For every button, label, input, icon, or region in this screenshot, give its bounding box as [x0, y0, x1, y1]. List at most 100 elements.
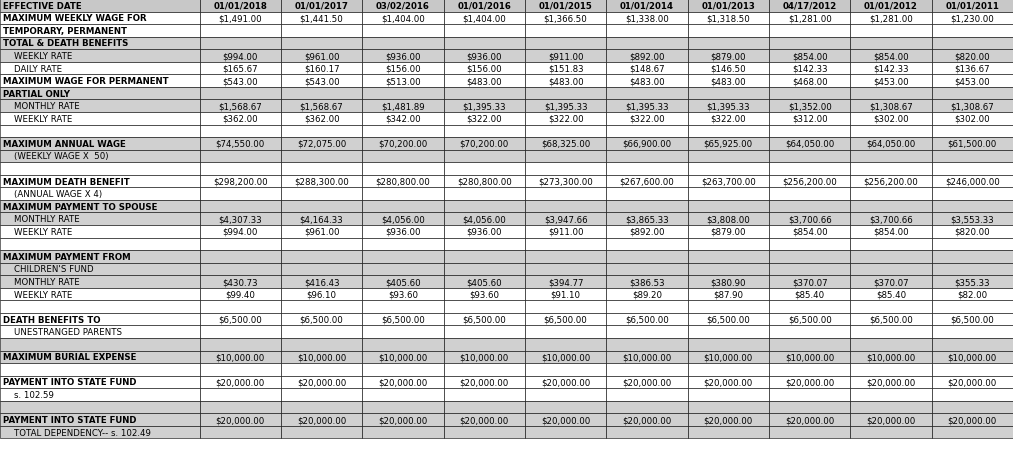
Bar	[200, 138, 281, 150]
Bar	[769, 238, 850, 251]
Bar	[850, 288, 932, 301]
Bar	[688, 163, 769, 175]
Text: $380.90: $380.90	[710, 277, 746, 286]
Bar	[850, 313, 932, 326]
Bar	[606, 388, 688, 401]
Bar	[769, 263, 850, 276]
Text: $468.00: $468.00	[792, 77, 828, 86]
Text: $6,500.00: $6,500.00	[300, 315, 343, 324]
Bar	[0, 301, 200, 313]
Bar	[200, 175, 281, 188]
Text: $20,000.00: $20,000.00	[622, 415, 672, 424]
Text: PAYMENT INTO STATE FUND: PAYMENT INTO STATE FUND	[3, 377, 137, 387]
Bar	[525, 388, 606, 401]
Text: $1,308.67: $1,308.67	[950, 102, 994, 111]
Bar	[0, 175, 200, 188]
Bar	[444, 50, 525, 63]
Bar	[850, 87, 932, 100]
Bar	[688, 200, 769, 213]
Bar	[850, 200, 932, 213]
Bar	[525, 338, 606, 351]
Bar	[606, 87, 688, 100]
Bar	[363, 25, 444, 37]
Text: $3,808.00: $3,808.00	[706, 215, 751, 224]
Bar	[444, 200, 525, 213]
Text: $302.00: $302.00	[873, 115, 909, 124]
Bar	[363, 251, 444, 263]
Text: $936.00: $936.00	[467, 227, 502, 236]
Bar	[688, 313, 769, 326]
Bar	[525, 37, 606, 50]
Bar	[688, 50, 769, 63]
Bar	[932, 251, 1013, 263]
Bar	[363, 288, 444, 301]
Bar	[688, 175, 769, 188]
Bar	[769, 213, 850, 226]
Text: $20,000.00: $20,000.00	[216, 377, 264, 387]
Bar	[525, 188, 606, 200]
Text: $93.60: $93.60	[469, 290, 499, 299]
Bar	[525, 251, 606, 263]
Bar	[688, 100, 769, 113]
Text: $93.60: $93.60	[388, 290, 418, 299]
Bar	[200, 0, 281, 13]
Bar	[769, 288, 850, 301]
Bar	[444, 313, 525, 326]
Bar	[363, 388, 444, 401]
Text: $280,800.00: $280,800.00	[376, 177, 431, 186]
Bar	[200, 37, 281, 50]
Bar	[200, 426, 281, 438]
Bar	[688, 37, 769, 50]
Text: $10,000.00: $10,000.00	[541, 353, 591, 362]
Bar	[932, 175, 1013, 188]
Bar	[281, 100, 363, 113]
Bar	[850, 125, 932, 138]
Bar	[525, 63, 606, 75]
Bar	[688, 87, 769, 100]
Bar	[932, 37, 1013, 50]
Text: $20,000.00: $20,000.00	[704, 415, 753, 424]
Bar	[932, 351, 1013, 364]
Bar	[0, 338, 200, 351]
Bar	[688, 238, 769, 251]
Bar	[850, 426, 932, 438]
Bar	[444, 75, 525, 87]
Text: $1,281.00: $1,281.00	[869, 14, 913, 23]
Text: $1,481.89: $1,481.89	[381, 102, 424, 111]
Bar	[0, 188, 200, 200]
Text: DEATH BENEFITS TO: DEATH BENEFITS TO	[3, 315, 100, 324]
Text: $854.00: $854.00	[873, 52, 909, 61]
Text: $1,230.00: $1,230.00	[950, 14, 994, 23]
Text: $4,307.33: $4,307.33	[219, 215, 262, 224]
Text: $1,395.33: $1,395.33	[625, 102, 669, 111]
Bar	[769, 188, 850, 200]
Bar	[688, 25, 769, 37]
Bar	[606, 238, 688, 251]
Bar	[850, 388, 932, 401]
Bar	[200, 125, 281, 138]
Bar	[525, 376, 606, 388]
Bar	[200, 188, 281, 200]
Bar	[932, 150, 1013, 163]
Text: MONTHLY RATE: MONTHLY RATE	[3, 215, 80, 224]
Bar	[363, 200, 444, 213]
Text: $280,800.00: $280,800.00	[457, 177, 512, 186]
Bar	[444, 138, 525, 150]
Bar	[850, 263, 932, 276]
Bar	[932, 426, 1013, 438]
Bar	[769, 301, 850, 313]
Bar	[0, 401, 200, 414]
Text: $362.00: $362.00	[304, 115, 339, 124]
Bar	[688, 288, 769, 301]
Bar	[932, 226, 1013, 238]
Bar	[850, 226, 932, 238]
Bar	[363, 401, 444, 414]
Bar	[850, 213, 932, 226]
Bar	[525, 351, 606, 364]
Text: WEEKLY RATE: WEEKLY RATE	[3, 290, 72, 299]
Text: $405.60: $405.60	[385, 277, 420, 286]
Bar	[688, 364, 769, 376]
Text: $3,947.66: $3,947.66	[544, 215, 588, 224]
Bar	[200, 163, 281, 175]
Text: UNESTRANGED PARENTS: UNESTRANGED PARENTS	[3, 327, 122, 336]
